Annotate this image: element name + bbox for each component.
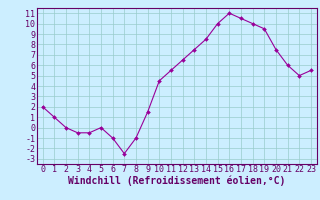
X-axis label: Windchill (Refroidissement éolien,°C): Windchill (Refroidissement éolien,°C)	[68, 176, 285, 186]
